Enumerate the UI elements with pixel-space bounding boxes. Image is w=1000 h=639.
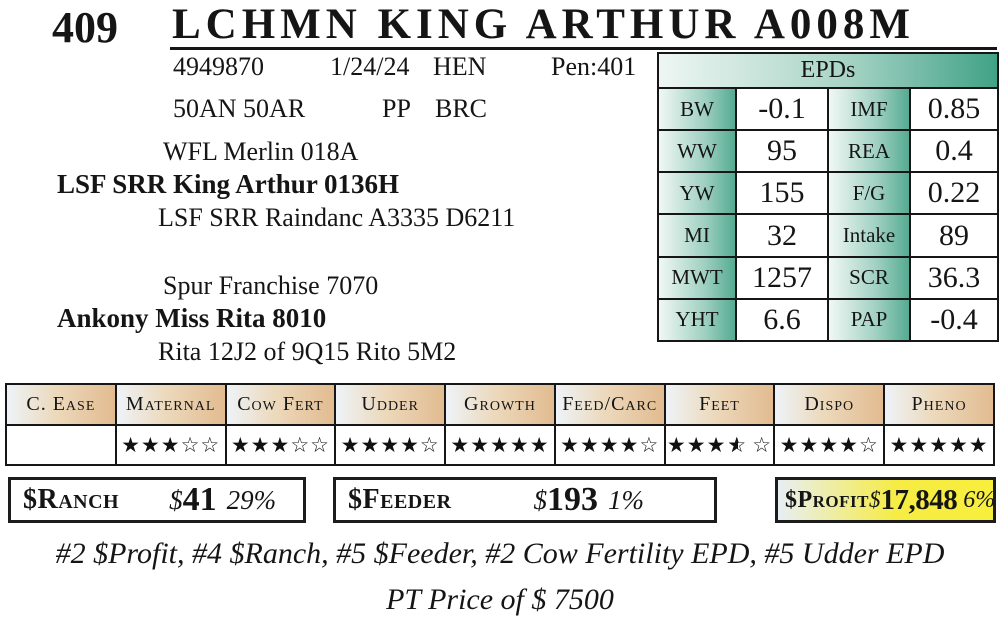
tattoo-code: HEN [433, 52, 487, 81]
birth-date: 1/24/24 [330, 52, 410, 81]
dam-name: Ankony Miss Rita 8010 [57, 303, 327, 333]
pen-number: Pen:401 [551, 52, 637, 81]
star-rating-icons: ★★★★★ [450, 433, 550, 457]
epd-label-cell: REA [827, 129, 911, 174]
animal-title: LCHMN KING ARTHUR A008M [172, 1, 915, 48]
half-star-icon: ☆ ★ [727, 433, 747, 457]
rating-header: Growth [444, 383, 556, 426]
feeder-label: $Feeder [348, 484, 452, 515]
epd-value-cell: 155 [735, 171, 829, 216]
rankings-note: #2 $Profit, #4 $Ranch, #5 $Feeder, #2 Co… [55, 537, 945, 570]
epd-label-cell: SCR [827, 255, 911, 300]
epd-label-cell: Intake [827, 213, 911, 258]
title-underline [170, 47, 997, 50]
rating-header: Pheno [883, 383, 995, 426]
epd-value-cell: 89 [909, 213, 999, 258]
sire-grandsire: WFL Merlin 018A [163, 137, 359, 166]
epd-label-cell: MWT [657, 255, 737, 300]
profit-label: $Profit [785, 486, 869, 513]
lot-number: 409 [52, 3, 118, 52]
rating-header: Cow Fert [224, 383, 337, 426]
ratings-table: C. Ease Maternal Cow Fert Udder Growth Feed/C… [5, 383, 995, 466]
profit-percentile: 6% [963, 486, 996, 513]
star-rating-icons: ★★★☆ ★ ☆ [666, 433, 773, 457]
price-note: PT Price of $ 7500 [386, 583, 614, 616]
epd-value-cell: 0.85 [909, 86, 999, 132]
star-rating-icons: ★★★★☆ [340, 433, 440, 457]
profit-value-box: $Profit $ 17,848 6% [775, 477, 996, 523]
profit-currency: $ [869, 487, 881, 512]
star-rating-icons: ★★★☆☆ [230, 433, 330, 457]
epd-row: MWT 1257 SCR 36.3 [657, 255, 999, 300]
rating-stars-cell: ★★★☆☆ [224, 424, 337, 466]
ranch-percentile: 29% [226, 484, 277, 515]
epd-value-cell: 0.4 [909, 129, 999, 174]
epd-value-cell: -0.1 [735, 86, 829, 132]
epd-value-cell: 0.22 [909, 171, 999, 216]
feeder-currency: $ [533, 484, 548, 515]
dam-grandsire: Spur Franchise 7070 [163, 271, 379, 300]
epds-title: EPDs [657, 52, 999, 89]
rating-header: C. Ease [5, 383, 117, 426]
epd-label-cell: BW [657, 86, 737, 132]
star-rating-icons: ★★★★☆ [779, 433, 879, 457]
epd-value-cell: 1257 [735, 255, 829, 300]
registration-number: 4949870 [173, 52, 264, 81]
rating-stars-cell: ★★★★☆ [334, 424, 447, 466]
epd-label-cell: WW [657, 129, 737, 174]
feeder-percentile: 1% [608, 484, 645, 515]
epd-label-cell: PAP [827, 297, 911, 343]
epd-label-cell: F/G [827, 171, 911, 216]
epd-label-cell: MI [657, 213, 737, 258]
epd-label-cell: YW [657, 171, 737, 216]
breed-composition: 50AN 50AR [173, 94, 306, 123]
rating-header: Feet [663, 383, 776, 426]
rating-stars-cell: ★★★★☆ [553, 424, 666, 466]
sire-name: LSF SRR King Arthur 0136H [57, 169, 400, 199]
epd-row: YHT 6.6 PAP -0.4 [657, 297, 999, 343]
epd-row: BW -0.1 IMF 0.85 [657, 86, 999, 132]
ranch-currency: $ [169, 484, 183, 515]
epd-value-cell: 6.6 [735, 297, 829, 343]
ratings-stars-row: ★★★☆☆ ★★★☆☆ ★★★★☆ ★★★★★ ★★★★☆ ★★★☆ ★ ☆ ★★★★☆ ★★★★… [5, 424, 995, 466]
star-rating-icons: ★★★☆☆ [121, 433, 221, 457]
epd-row: YW 155 F/G 0.22 [657, 171, 999, 216]
rating-header: Feed/Carc [553, 383, 666, 426]
epd-row: MI 32 Intake 89 [657, 213, 999, 258]
epd-value-cell: 32 [735, 213, 829, 258]
rating-stars-cell: ★★★☆ ★ ☆ [663, 424, 776, 466]
epd-value-cell: 95 [735, 129, 829, 174]
epd-value-cell: -0.4 [909, 297, 999, 343]
rating-stars-cell: ★★★★☆ [773, 424, 886, 466]
epd-label-cell: YHT [657, 297, 737, 343]
epd-value-cell: 36.3 [909, 255, 999, 300]
epd-label-cell: IMF [827, 86, 911, 132]
polled-status: PP [382, 94, 411, 123]
epds-table: EPDs BW -0.1 IMF 0.85 WW 95 REA 0.4 YW 155 F/G 0.22… [657, 52, 999, 343]
rating-header: Udder [334, 383, 447, 426]
rating-stars-cell [5, 424, 117, 466]
rating-stars-cell: ★★★☆☆ [114, 424, 227, 466]
epds-header-row: EPDs [657, 52, 999, 89]
dam-granddam: Rita 12J2 of 9Q15 Rito 5M2 [158, 337, 457, 366]
rating-stars-cell: ★★★★★ [883, 424, 995, 466]
brand-code: BRC [435, 94, 488, 123]
epd-row: WW 95 REA 0.4 [657, 129, 999, 174]
sire-granddam: LSF SRR Raindanc A3335 D6211 [158, 203, 516, 232]
rating-header: Maternal [114, 383, 227, 426]
ratings-header-row: C. Ease Maternal Cow Fert Udder Growth Feed/C… [5, 383, 995, 426]
epds-body: BW -0.1 IMF 0.85 WW 95 REA 0.4 YW 155 F/G 0.22 MI 32 I… [657, 86, 999, 343]
ranch-value-box: $Ranch $ 41 29% [8, 477, 306, 523]
feeder-value-box: $Feeder $ 193 1% [333, 477, 717, 523]
rating-stars-cell: ★★★★★ [444, 424, 556, 466]
feeder-amount: 193 [547, 481, 599, 518]
star-rating-icons: ★★★★☆ [560, 433, 660, 457]
ranch-amount: 41 [182, 481, 217, 518]
ranch-label: $Ranch [23, 484, 120, 515]
star-rating-icons: ★★★★★ [889, 433, 989, 457]
rating-header: Dispo [773, 383, 886, 426]
profit-amount: 17,848 [880, 483, 958, 516]
